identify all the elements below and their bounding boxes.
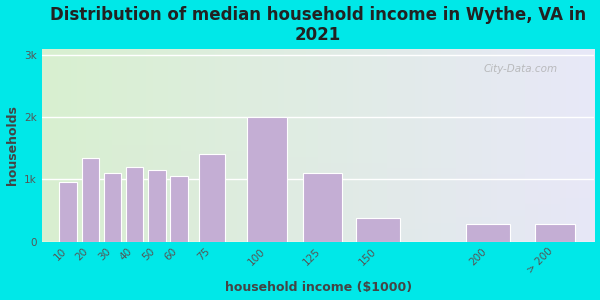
Bar xyxy=(466,224,511,242)
Bar xyxy=(356,218,400,242)
Bar xyxy=(535,224,575,242)
Bar xyxy=(148,170,166,242)
Bar xyxy=(82,158,99,242)
Bar xyxy=(104,173,121,242)
Bar xyxy=(170,176,188,242)
Bar xyxy=(199,154,225,242)
Bar xyxy=(59,182,77,242)
Bar xyxy=(302,173,343,242)
Bar xyxy=(247,117,287,242)
Y-axis label: households: households xyxy=(5,105,19,185)
Text: City-Data.com: City-Data.com xyxy=(484,64,558,74)
Title: Distribution of median household income in Wythe, VA in
2021: Distribution of median household income … xyxy=(50,6,586,44)
X-axis label: household income ($1000): household income ($1000) xyxy=(224,281,412,294)
Bar xyxy=(126,167,143,242)
